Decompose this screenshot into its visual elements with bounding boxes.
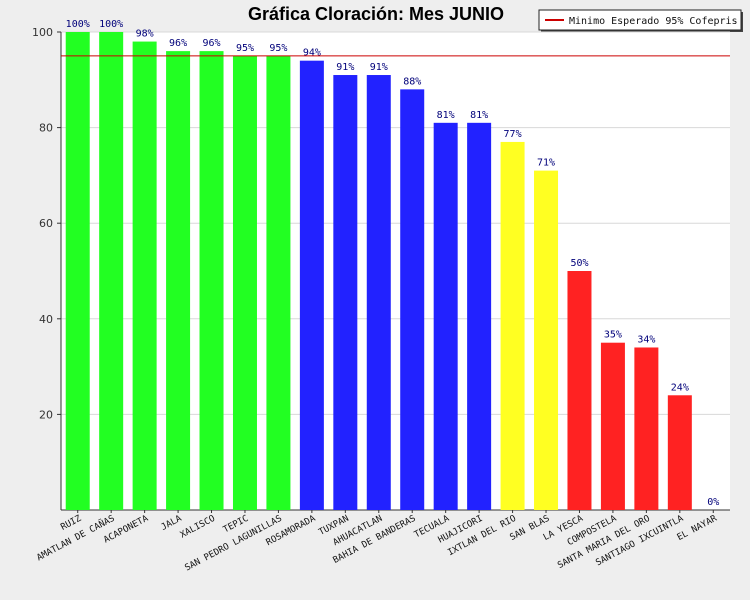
data-label: 100%	[66, 19, 90, 30]
data-label: 71%	[537, 158, 555, 169]
data-label: 91%	[336, 62, 354, 73]
legend: Minimo Esperado 95% Cofepris	[538, 9, 743, 32]
bar	[99, 32, 124, 510]
data-label: 94%	[303, 48, 321, 59]
bar	[266, 55, 291, 511]
bar	[199, 51, 224, 511]
bar	[132, 41, 157, 511]
data-label: 95%	[269, 43, 287, 54]
bar	[166, 51, 191, 511]
bar	[366, 75, 391, 511]
legend-label: Minimo Esperado 95% Cofepris	[569, 16, 738, 27]
data-label: 35%	[604, 330, 622, 341]
bar	[299, 60, 324, 511]
y-tick-label: 20	[39, 408, 53, 421]
data-label: 96%	[202, 38, 220, 49]
data-label: 81%	[437, 110, 455, 121]
data-label: 24%	[671, 382, 689, 393]
bar	[600, 342, 625, 510]
bar	[333, 75, 358, 511]
data-label: 77%	[504, 129, 522, 140]
bar	[500, 141, 525, 510]
data-label: 100%	[99, 19, 123, 30]
plot-background	[61, 32, 730, 510]
bar	[667, 395, 692, 510]
data-label: 96%	[169, 38, 187, 49]
bar	[433, 122, 458, 510]
bar	[65, 32, 90, 510]
legend-box	[538, 9, 742, 31]
y-tick-label: 80	[39, 122, 53, 135]
y-tick-label: 100	[32, 26, 53, 39]
bar	[232, 55, 257, 511]
bar	[467, 122, 492, 510]
bar	[634, 347, 659, 510]
data-label: 81%	[470, 110, 488, 121]
data-label: 88%	[403, 76, 421, 87]
bar	[567, 271, 592, 510]
y-tick-label: 60	[39, 217, 53, 230]
data-label: 95%	[236, 43, 254, 54]
data-label: 0%	[707, 497, 719, 508]
data-label: 34%	[637, 334, 655, 345]
bar	[534, 170, 559, 510]
y-tick-label: 40	[39, 313, 53, 326]
bar	[400, 89, 425, 511]
data-label: 50%	[570, 258, 588, 269]
data-label: 91%	[370, 62, 388, 73]
data-label: 98%	[136, 29, 154, 40]
chart-title: Gráfica Cloración: Mes JUNIO	[248, 4, 504, 24]
